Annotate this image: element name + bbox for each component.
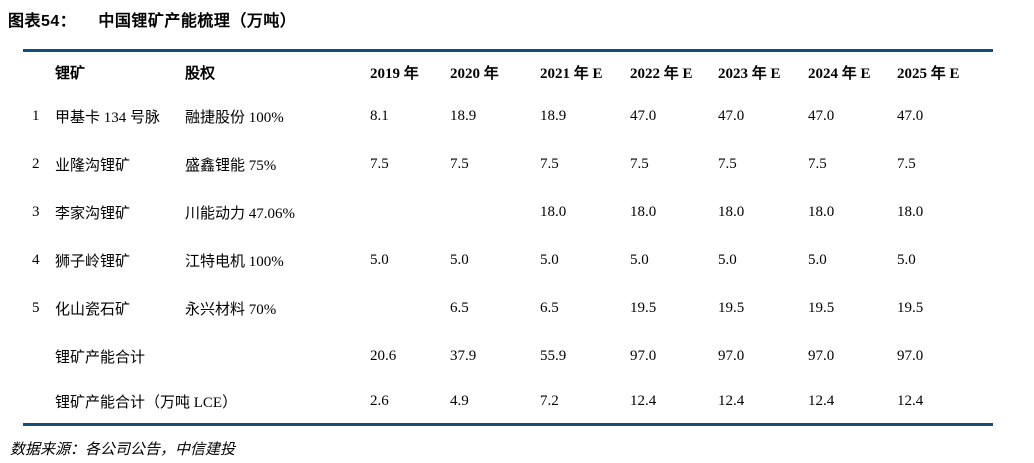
value-cell: 97.0 xyxy=(897,348,924,364)
value-cell: 5.0 xyxy=(630,252,649,268)
table-row: 5 化山瓷石矿 永兴材料 70% 6.5 6.5 19.5 19.5 19.5 … xyxy=(23,285,993,333)
value-cell: 8.1 xyxy=(370,108,389,124)
value-cell: 5.0 xyxy=(450,252,469,268)
col-header-2019: 2019 年 xyxy=(370,65,419,82)
value-cell: 12.4 xyxy=(630,393,657,410)
value-cell: 19.5 xyxy=(718,300,745,316)
value-cell: 18.0 xyxy=(718,204,745,220)
value-cell: 5.0 xyxy=(897,252,916,268)
table-row: 4 狮子岭锂矿 江特电机 100% 5.0 5.0 5.0 5.0 5.0 5.… xyxy=(23,237,993,285)
value-cell: 97.0 xyxy=(630,348,657,364)
value-cell: 7.5 xyxy=(897,156,916,172)
value-cell xyxy=(370,285,450,333)
col-header-2024e: 2024 年 E xyxy=(808,65,871,82)
value-cell: 97.0 xyxy=(718,348,745,364)
col-header-2022e: 2022 年 E xyxy=(630,65,693,82)
summary-row-total: 锂矿产能合计 20.6 37.9 55.9 97.0 97.0 97.0 97.… xyxy=(23,333,993,381)
value-cell: 18.0 xyxy=(808,204,835,220)
equity-cell: 永兴材料 70% xyxy=(185,302,277,318)
value-cell: 7.5 xyxy=(718,156,737,172)
value-cell: 12.4 xyxy=(897,393,924,410)
col-header-2020: 2020 年 xyxy=(450,65,499,82)
value-cell: 6.5 xyxy=(450,300,469,316)
equity-cell: 江特电机 100% xyxy=(185,254,284,270)
mine-name: 李家沟锂矿 xyxy=(55,206,131,222)
col-header-mine: 锂矿 xyxy=(55,65,86,82)
value-cell: 5.0 xyxy=(370,252,389,268)
value-cell: 20.6 xyxy=(370,348,397,364)
value-cell: 37.9 xyxy=(450,348,477,364)
summary-row-total-lce: 锂矿产能合计（万吨 LCE） 2.6 4.9 7.2 12.4 12.4 12.… xyxy=(23,381,993,425)
value-cell: 47.0 xyxy=(897,108,924,124)
value-cell: 47.0 xyxy=(718,108,745,124)
capacity-table: 锂矿 股权 2019 年 2020 年 2021 年 E 2022 年 E 20… xyxy=(23,49,993,426)
value-cell: 2.6 xyxy=(370,393,389,410)
col-header-index xyxy=(23,51,55,93)
col-header-2021e: 2021 年 E xyxy=(540,65,603,82)
value-cell: 6.5 xyxy=(540,300,559,316)
value-cell: 18.0 xyxy=(630,204,657,220)
value-cell: 12.4 xyxy=(808,393,835,410)
value-cell: 18.0 xyxy=(897,204,924,220)
row-number: 1 xyxy=(32,108,40,124)
value-cell: 7.5 xyxy=(450,156,469,172)
equity-cell: 川能动力 47.06% xyxy=(185,206,295,222)
summary-label: 锂矿产能合计（万吨 LCE） xyxy=(55,395,238,412)
value-cell xyxy=(450,189,540,237)
row-number: 3 xyxy=(32,204,40,220)
data-source: 数据来源：各公司公告，中信建投 xyxy=(10,438,235,459)
data-source-text: 数据来源：各公司公告，中信建投 xyxy=(10,442,236,458)
value-cell: 5.0 xyxy=(718,252,737,268)
value-cell: 97.0 xyxy=(808,348,835,364)
row-number: 2 xyxy=(32,156,40,172)
exhibit-number: 图表54： xyxy=(8,13,77,30)
summary-label: 锂矿产能合计 xyxy=(55,350,146,366)
exhibit-name: 中国锂矿产能梳理（万吨） xyxy=(98,13,297,30)
value-cell: 4.9 xyxy=(450,393,469,410)
table-header-row: 锂矿 股权 2019 年 2020 年 2021 年 E 2022 年 E 20… xyxy=(23,51,993,93)
value-cell: 19.5 xyxy=(630,300,657,316)
value-cell: 5.0 xyxy=(808,252,827,268)
table-row: 1 甲基卡 134 号脉 融捷股份 100% 8.1 18.9 18.9 47.… xyxy=(23,93,993,141)
mine-name: 甲基卡 134 号脉 xyxy=(55,110,161,126)
table-row: 3 李家沟锂矿 川能动力 47.06% 18.0 18.0 18.0 18.0 … xyxy=(23,189,993,237)
value-cell: 7.5 xyxy=(370,156,389,172)
value-cell: 18.9 xyxy=(540,108,567,124)
value-cell: 7.2 xyxy=(540,393,559,410)
col-header-2023e: 2023 年 E xyxy=(718,65,781,82)
mine-name: 狮子岭锂矿 xyxy=(55,254,131,270)
exhibit-title: 图表54： 中国锂矿产能梳理（万吨） xyxy=(8,7,296,31)
value-cell: 18.9 xyxy=(450,108,477,124)
value-cell: 19.5 xyxy=(808,300,835,316)
equity-cell: 盛鑫锂能 75% xyxy=(185,158,277,174)
table-row: 2 业隆沟锂矿 盛鑫锂能 75% 7.5 7.5 7.5 7.5 7.5 7.5… xyxy=(23,141,993,189)
value-cell: 5.0 xyxy=(540,252,559,268)
value-cell: 12.4 xyxy=(718,393,745,410)
value-cell: 55.9 xyxy=(540,348,567,364)
equity-cell: 融捷股份 100% xyxy=(185,110,284,126)
value-cell: 47.0 xyxy=(630,108,657,124)
value-cell xyxy=(370,189,450,237)
value-cell: 18.0 xyxy=(540,204,567,220)
value-cell: 19.5 xyxy=(897,300,924,316)
value-cell: 47.0 xyxy=(808,108,835,124)
row-number: 5 xyxy=(32,300,40,316)
value-cell: 7.5 xyxy=(630,156,649,172)
value-cell: 7.5 xyxy=(540,156,559,172)
mine-name: 化山瓷石矿 xyxy=(55,302,131,318)
mine-name: 业隆沟锂矿 xyxy=(55,158,131,174)
value-cell: 7.5 xyxy=(808,156,827,172)
col-header-2025e: 2025 年 E xyxy=(897,65,960,82)
col-header-equity: 股权 xyxy=(185,65,216,82)
row-number: 4 xyxy=(32,252,40,268)
